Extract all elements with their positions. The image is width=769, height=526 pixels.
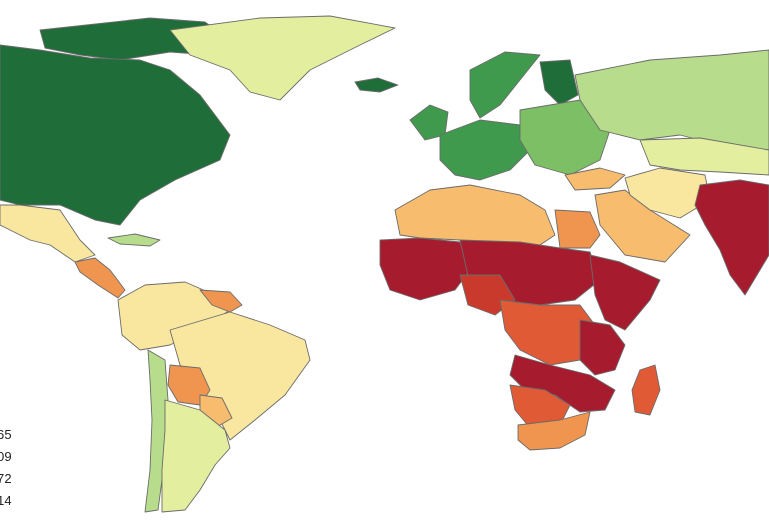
guyanas (199, 289, 243, 313)
turkey (564, 167, 626, 191)
europe-west (439, 119, 531, 181)
horn-of-africa (589, 254, 661, 331)
legend-label: 72 (0, 471, 12, 486)
north-africa (394, 184, 556, 246)
greenland (169, 15, 396, 101)
legend-label: 09 (0, 449, 12, 464)
scandinavia (469, 51, 541, 119)
madagascar (631, 364, 661, 416)
iceland (354, 77, 399, 93)
uk-ireland (409, 104, 449, 141)
southern-africa (509, 354, 616, 413)
central-america (74, 257, 126, 299)
east-africa (579, 319, 626, 376)
legend-label: 14 (0, 493, 12, 508)
cuba (107, 233, 161, 247)
finland (539, 59, 579, 106)
iran-afghanistan (624, 167, 711, 219)
west-africa (379, 237, 471, 301)
legend-label: 65 (0, 427, 12, 442)
egypt (554, 209, 601, 249)
central-asia (639, 137, 769, 176)
canada-usa (0, 44, 231, 226)
argentina (161, 399, 231, 513)
south-africa (517, 411, 591, 451)
map-legend: 65 09 72 14 (0, 424, 12, 512)
south-asia (694, 179, 769, 296)
